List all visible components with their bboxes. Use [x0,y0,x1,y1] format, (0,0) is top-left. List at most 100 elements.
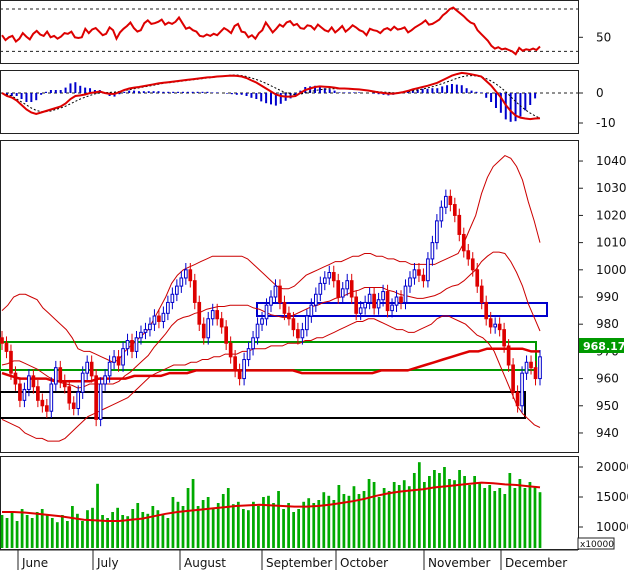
volume-bar [267,495,270,548]
bullish-candle [85,361,90,374]
volume-bar [468,485,471,548]
volume-bar [433,470,436,548]
volume-bar [337,485,341,548]
volume-bar [91,507,94,548]
volume-tick-label: 20000 [596,460,628,474]
bearish-candle [116,356,121,366]
bullish-candle [345,280,350,290]
volume-bar [96,483,99,548]
bullish-candle [175,285,179,295]
bullish-candle [358,307,363,314]
volume-tick-label: 10000 [596,520,628,534]
price-tag-text: 968.170 [583,340,628,353]
bullish-candle [76,391,81,409]
bearish-candle [282,301,287,314]
bearish-candle [470,258,475,271]
price-tick-label: 1020 [596,208,627,222]
bullish-candle [313,293,318,306]
volume-bar [71,506,74,548]
volume-bar [448,479,451,548]
bearish-candle [385,291,390,312]
macd-signal-line [1,74,541,119]
macd-tick-label: 0 [596,86,604,100]
bearish-candle [479,285,484,303]
volume-bar [422,482,426,548]
volume-bar [392,482,396,548]
volume-bar [35,512,39,548]
bullish-candle [493,323,498,328]
month-label: July [96,556,119,570]
volume-bar [171,497,175,548]
bullish-candle [183,269,188,279]
bullish-candle [430,242,435,260]
bullish-candle [143,329,148,333]
bullish-candle [538,356,542,380]
bearish-candle [228,342,233,358]
bearish-candle [44,405,49,412]
bearish-candle [278,285,282,303]
volume-bar [247,510,250,548]
volume-ma-line [2,481,541,522]
volume-bar [81,521,84,548]
bearish-candle [36,386,40,401]
month-label: June [21,556,48,570]
volume-bar [131,509,135,548]
volume-bar [347,495,351,548]
volume-bar [312,503,316,548]
bearish-candle [372,293,376,309]
volume-bar [307,498,311,548]
volume-bar [151,506,155,548]
bullish-candle [403,285,408,303]
volume-bar [397,485,401,548]
bullish-candle [444,195,448,208]
volume-bar [176,501,180,548]
bearish-candle [40,399,45,407]
resistance-box-blue [256,302,548,317]
volume-bar [498,488,502,548]
bearish-candle [233,356,237,371]
volume-bar [463,476,466,548]
volume-bar [402,480,406,548]
volume-bar [0,515,4,548]
volume-bar [76,513,79,548]
bullish-candle [103,375,107,385]
bearish-candle [511,364,515,393]
volume-bar [141,512,145,548]
bullish-candle [161,312,166,322]
volume-bar [493,491,497,548]
last-price-tag: 968.170 [579,338,628,353]
volume-bar [282,509,285,548]
volume-bar [277,491,280,548]
volume-bar [302,501,306,548]
bullish-candle [390,304,394,312]
month-label: December [505,556,567,570]
price-tag-background [579,338,624,353]
volume-bar [528,482,532,548]
volume-bar [86,510,89,548]
bearish-candle [197,301,202,325]
volume-bar [15,521,19,548]
bollinger-lower-band [1,315,541,442]
bearish-candle [529,361,533,369]
bearish-candle [296,329,300,339]
volume-bar [357,494,361,548]
bearish-candle [237,369,242,380]
bullish-candle [255,323,260,339]
volume-bar [30,518,34,548]
bullish-candle [260,318,264,325]
bearish-candle [201,323,206,339]
volume-bar [362,491,366,548]
panel-borders [0,0,579,550]
volume-tick-label: 15000 [596,490,628,504]
volume-bar [136,503,140,548]
volume-bar [25,515,29,548]
price-tick-label: 940 [596,426,619,440]
volume-bar [236,501,240,548]
volume-bar [60,515,64,548]
bearish-candle [497,323,502,331]
bearish-candle [506,345,511,366]
volume-bar [503,494,507,548]
volume-bar [382,488,386,548]
bearish-candle [452,204,457,216]
bearish-candle [4,342,9,352]
